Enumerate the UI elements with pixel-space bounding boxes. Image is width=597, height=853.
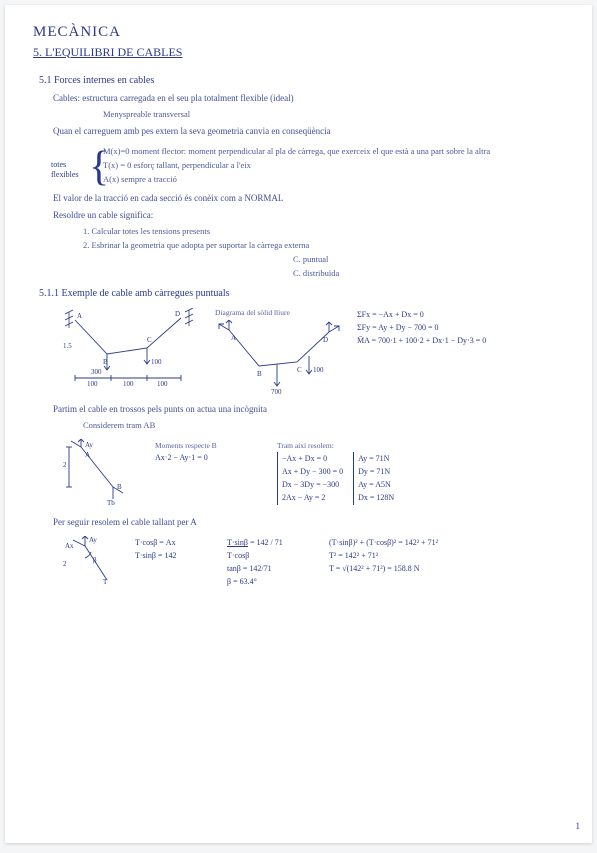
- cut-a-sketch: Ay Ax 2 β T: [63, 536, 123, 592]
- eq-tcos: T·cosβ = Ax: [135, 537, 215, 549]
- solve-system: Tram així resolem: −Ax + Dx = 0 Ax + Dy …: [277, 439, 394, 505]
- svg-text:100: 100: [157, 380, 168, 388]
- eq-sumfy: ΣFy = Ay + Dy − 700 = 0: [357, 322, 486, 334]
- eq-tan: tanβ = 142/71: [227, 563, 317, 575]
- cable-sketch-1: A B C D 300 100 100 100 100 1.5: [63, 308, 203, 388]
- moment-b-eq: Ax·2 − Ay·1 = 0: [155, 452, 265, 464]
- frac-top: T·sinβ: [227, 538, 248, 547]
- brace-flexible-properties: totesflexibles { M(x)=0 moment flector: …: [103, 146, 564, 185]
- svg-text:100: 100: [151, 358, 162, 366]
- svg-text:700: 700: [271, 388, 282, 396]
- resolve-step-2: 2. Esbrinar la geometria que adopta per …: [83, 240, 564, 251]
- cut-at-a-note: Per seguir resolem el cable tallant per …: [53, 517, 564, 529]
- brace-label: totesflexibles: [51, 160, 79, 181]
- resolve-heading: Resoldre un cable significa:: [53, 210, 564, 222]
- definition-line: Cables: estructura carregada en el seu p…: [53, 93, 564, 105]
- frac-eq: = 142 / 71: [250, 538, 283, 547]
- svg-text:A: A: [85, 451, 90, 459]
- load-type-distribuida: C. distribuïda: [293, 268, 564, 279]
- svg-text:C: C: [297, 366, 302, 374]
- svg-text:β: β: [93, 556, 97, 564]
- frac-bot: T·cosβ: [227, 550, 317, 562]
- svg-text:B: B: [117, 483, 122, 491]
- example-row-3: Ay Ax 2 β T T·cosβ = Ax T·sinβ = 142 T·s…: [63, 536, 564, 592]
- section-5-1: 5.1 Forces internes en cables: [39, 74, 564, 87]
- eq-pyth-1: (T·sinβ)² + (T·cosβ)² = 142² + 71²: [329, 537, 438, 549]
- eq-beta: β = 63.4°: [227, 576, 317, 588]
- page-number: 1: [576, 821, 581, 833]
- svg-text:Ay: Ay: [85, 441, 93, 449]
- res-3: Ay = A5N: [358, 479, 394, 491]
- note-geometry: Quan el carreguem amb pes extern la seva…: [53, 126, 564, 138]
- brace-t-line: T(x) = 0 esforç tallant, perpendicular a…: [103, 160, 564, 171]
- brace-m-line: M(x)=0 moment flector: moment perpendicu…: [103, 146, 564, 157]
- resolve-step-1: 1. Calcular totes les tensions presents: [83, 226, 564, 237]
- chapter-heading: 5. L'EQUILIBRI DE CABLES: [33, 45, 564, 61]
- sys-eq-1: −Ax + Dx = 0: [282, 453, 343, 465]
- svg-text:Ay: Ay: [89, 536, 97, 544]
- equilibrium-equations: ΣFx = −Ax + Dx = 0 ΣFy = Ay + Dy − 700 =…: [357, 308, 486, 348]
- svg-text:100: 100: [123, 380, 134, 388]
- moment-b-title: Moments respecte B: [155, 440, 265, 451]
- svg-text:Tb: Tb: [107, 499, 115, 507]
- beta-frac: T·sinβ = 142 / 71 T·cosβ tanβ = 142/71 β…: [227, 536, 317, 589]
- definition-sub: Menyspreable transversal: [103, 109, 564, 120]
- solve-title: Tram així resolem:: [277, 440, 394, 451]
- moment-b-block: Moments respecte B Ax·2 − Ay·1 = 0: [155, 439, 265, 465]
- svg-text:T: T: [103, 578, 108, 586]
- sys-eq-3: Dx − 3Dy = −300: [282, 479, 343, 491]
- svg-text:D: D: [175, 310, 180, 318]
- eq-sumfx: ΣFx = −Ax + Dx = 0: [357, 309, 486, 321]
- free-body-sketch: Diagrama del sòlid lliure A B C D 700 10…: [215, 308, 345, 396]
- svg-text:A: A: [231, 334, 236, 342]
- fbd-title: Diagrama del sòlid lliure: [215, 308, 345, 318]
- page-title: MECÀNICA: [33, 23, 564, 43]
- eq-tsin: T·sinβ = 142: [135, 550, 215, 562]
- svg-text:2: 2: [63, 560, 67, 568]
- beta-eqs: T·cosβ = Ax T·sinβ = 142: [135, 536, 215, 563]
- tension-solve: (T·sinβ)² + (T·cosβ)² = 142² + 71² T² = …: [329, 536, 438, 576]
- load-type-puntual: C. puntual: [293, 254, 564, 265]
- eq-moment-a: M̄A = 700·1 + 100·2 + Dx·1 − Dy·3 = 0: [357, 335, 486, 347]
- svg-text:C: C: [147, 336, 152, 344]
- svg-text:1.5: 1.5: [63, 342, 72, 350]
- split-note: Partim el cable en trossos pels punts on…: [53, 404, 564, 416]
- section-5-1-1: 5.1.1 Exemple de cable amb càrregues pun…: [39, 287, 564, 300]
- svg-text:B: B: [257, 370, 262, 378]
- svg-text:2: 2: [63, 461, 67, 469]
- res-4: Dx = 128N: [358, 492, 394, 504]
- res-1: Ay = 71N: [358, 453, 394, 465]
- svg-text:Ax: Ax: [65, 542, 74, 550]
- svg-text:300: 300: [91, 368, 102, 376]
- sys-eq-2: Ax + Dy − 300 = 0: [282, 466, 343, 478]
- svg-text:100: 100: [87, 380, 98, 388]
- svg-text:B: B: [103, 358, 108, 366]
- eq-pyth-3: T = √(142² + 71²) = 158.8 N: [329, 563, 438, 575]
- tram-ab-sketch: Ay 2 A B Tb: [63, 439, 143, 509]
- sys-eq-4: 2Ax − Ay = 2: [282, 492, 343, 504]
- svg-text:A: A: [77, 312, 82, 320]
- example-row-1: A B C D 300 100 100 100 100 1.5 Diagrama d…: [63, 308, 564, 396]
- normal-definition: El valor de la tracció en cada secció és…: [53, 193, 564, 205]
- example-row-2: Ay 2 A B Tb Moments respecte B Ax·2 − Ay…: [63, 439, 564, 509]
- svg-text:D: D: [323, 336, 328, 344]
- eq-pyth-2: T² = 142² + 71²: [329, 550, 438, 562]
- res-2: Dy = 71N: [358, 466, 394, 478]
- tram-ab-note: Considerem tram AB: [83, 420, 564, 431]
- svg-text:100: 100: [313, 366, 324, 374]
- brace-a-line: A(x) sempre a tracció: [103, 174, 564, 185]
